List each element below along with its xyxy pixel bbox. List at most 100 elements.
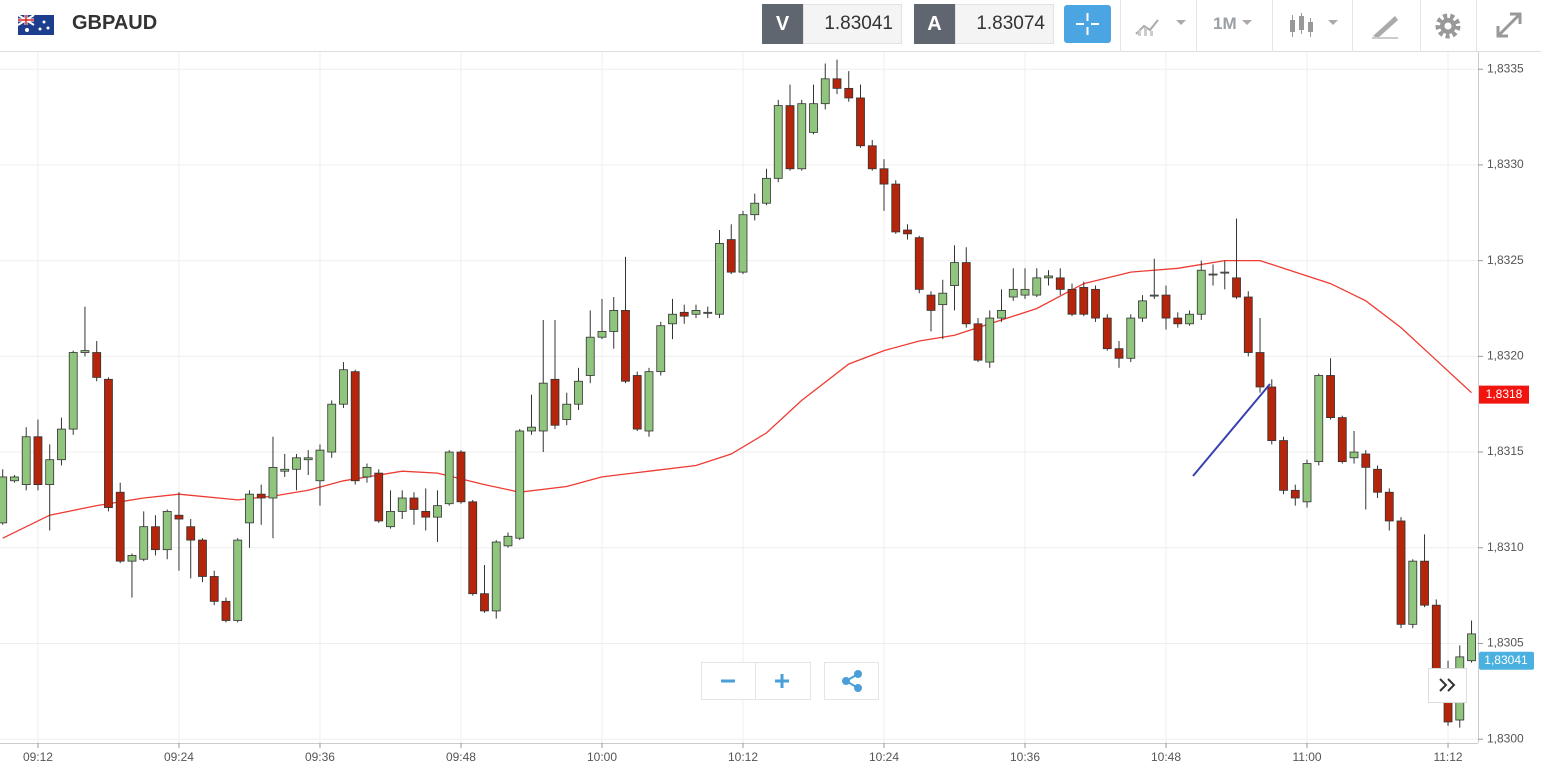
- bid-label[interactable]: V: [762, 4, 803, 44]
- candle-body: [444, 451, 454, 505]
- candle-body: [268, 466, 278, 499]
- candle-body: [433, 505, 442, 518]
- candle-body: [456, 451, 466, 503]
- candle-body: [45, 459, 55, 485]
- divider: [1272, 0, 1273, 52]
- candle-body: [1373, 468, 1382, 493]
- y-tick-label: 1,8315: [1487, 444, 1524, 458]
- candle-body: [809, 103, 818, 133]
- candle-body: [973, 323, 983, 361]
- x-tick-label: 10:48: [1151, 750, 1181, 764]
- settings-button[interactable]: [1433, 11, 1463, 41]
- fullscreen-button[interactable]: [1494, 10, 1524, 40]
- share-icon[interactable]: [842, 670, 862, 692]
- candle-style-button[interactable]: [1288, 12, 1344, 40]
- x-tick-label: 09:24: [164, 750, 194, 764]
- candle-body: [785, 105, 795, 170]
- candle-body: [621, 310, 630, 382]
- candle-body: [997, 310, 1006, 319]
- candle-body: [632, 375, 642, 430]
- candle-body: [1431, 604, 1441, 671]
- candle-body: [1126, 317, 1136, 359]
- candle-body: [891, 183, 901, 233]
- chart-type-button[interactable]: [1134, 14, 1190, 38]
- candle-body: [256, 493, 266, 499]
- candle-body: [985, 317, 995, 363]
- candle-body: [1396, 520, 1406, 625]
- timeframe[interactable]: 1M: [1213, 14, 1237, 33]
- candle-body: [174, 514, 184, 520]
- candle-body: [1079, 287, 1089, 315]
- divider: [1196, 0, 1197, 52]
- candle-body: [773, 105, 783, 179]
- candle-body: [961, 262, 971, 325]
- y-tick-label: 1,8305: [1487, 636, 1524, 650]
- y-tick-label: 1,8330: [1487, 157, 1524, 171]
- ask-price[interactable]: 1.83074: [955, 4, 1054, 44]
- current-price-label: 1,83041: [1484, 653, 1528, 667]
- divider: [1120, 0, 1121, 52]
- candle-body: [1220, 271, 1230, 274]
- candle-body: [303, 457, 313, 461]
- candle-body: [820, 78, 830, 105]
- candle-body: [703, 311, 713, 314]
- candle-body: [856, 97, 865, 147]
- candle-body: [1232, 277, 1241, 298]
- candle-body: [1361, 453, 1371, 468]
- candle-body: [1314, 375, 1324, 463]
- candle-body: [527, 426, 536, 432]
- draw-button[interactable]: [1370, 12, 1400, 40]
- candle-body: [1091, 288, 1100, 319]
- share-box[interactable]: [824, 662, 879, 700]
- candle-body: [151, 526, 160, 551]
- candle-body: [68, 352, 78, 430]
- candle-body: [491, 541, 501, 612]
- candle-body: [1208, 273, 1218, 276]
- candle-body: [80, 350, 90, 353]
- candle-body: [844, 87, 854, 99]
- candle-body: [127, 555, 137, 562]
- candle-body: [221, 600, 231, 621]
- candle-body: [233, 539, 243, 621]
- symbol: GBPAUD: [72, 12, 158, 34]
- candle-body: [1055, 277, 1065, 290]
- trend-line-drawing: [1192, 383, 1271, 477]
- candle-body: [1185, 313, 1194, 325]
- ask-label[interactable]: A: [914, 4, 955, 44]
- candle-body: [350, 371, 360, 482]
- candle-body: [10, 476, 19, 482]
- x-tick-label: 09:48: [446, 750, 476, 764]
- bid-price[interactable]: 1.83041: [803, 4, 902, 44]
- candle-body: [926, 294, 936, 311]
- crosshair-button[interactable]: [1064, 5, 1111, 43]
- candle-body: [1267, 386, 1277, 441]
- candle-body: [585, 336, 595, 376]
- candle-body: [1279, 440, 1288, 491]
- candle-body: [386, 510, 395, 528]
- candle-body: [1420, 560, 1429, 606]
- zoom-in[interactable]: [775, 674, 789, 688]
- x-tick-label: 10:36: [1010, 750, 1040, 764]
- candle-body: [1255, 352, 1265, 388]
- candle-body: [914, 237, 924, 290]
- candle-body: [104, 378, 113, 508]
- x-tick-label: 11:00: [1292, 750, 1321, 764]
- scroll-right-button[interactable]: [1428, 668, 1468, 704]
- divider: [1476, 0, 1477, 52]
- y-tick-label: 1,8310: [1487, 540, 1524, 554]
- candle-body: [903, 229, 912, 235]
- candle-body: [1173, 317, 1183, 325]
- timeframe-arrow[interactable]: [1240, 14, 1260, 34]
- candle-body: [950, 262, 959, 286]
- candle-body: [797, 103, 807, 170]
- candle-body: [245, 493, 254, 524]
- candle-body: [421, 510, 431, 518]
- candle-body: [1102, 317, 1112, 350]
- candle-body: [691, 310, 701, 315]
- y-tick-label: 1,8325: [1487, 253, 1524, 267]
- toolbar: GBPAUD V 1.83041 A 1.83074 1M: [0, 0, 1541, 52]
- candle-body: [139, 526, 149, 560]
- candle-body: [1138, 300, 1147, 319]
- candle-body: [1161, 294, 1171, 319]
- candle-body: [762, 177, 771, 204]
